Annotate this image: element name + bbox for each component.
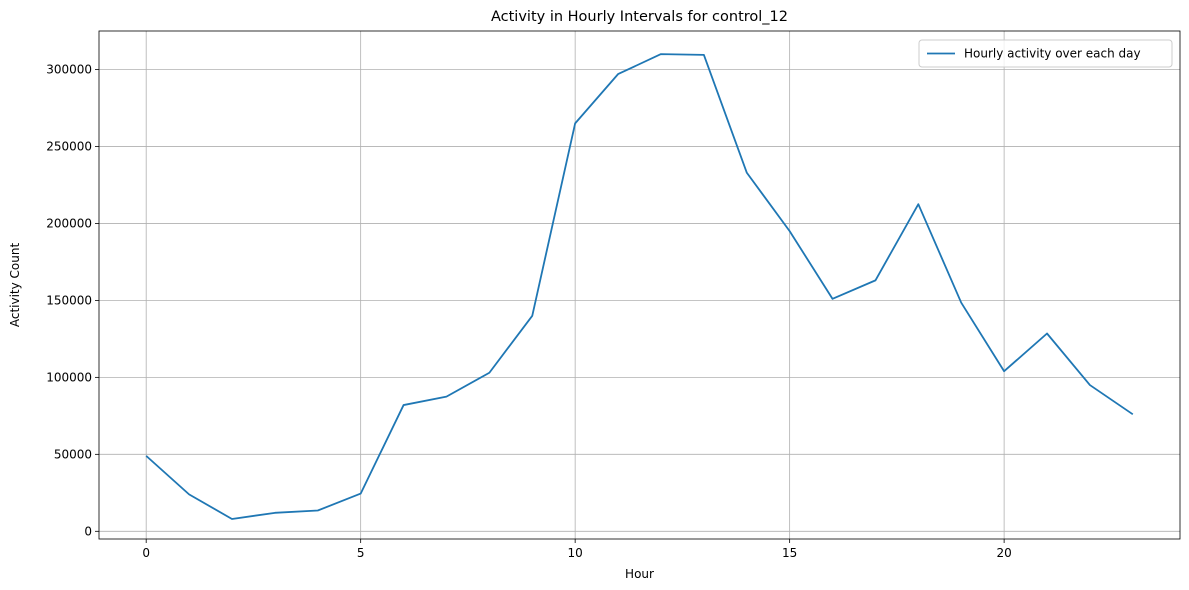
x-tick-label: 15: [782, 546, 797, 560]
y-tick-label: 0: [84, 524, 92, 538]
y-tick-label: 250000: [46, 139, 92, 153]
legend-label: Hourly activity over each day: [964, 47, 1141, 61]
y-axis-label: Activity Count: [8, 243, 22, 328]
legend-box: [918, 39, 1173, 68]
y-tick-label: 50000: [54, 447, 92, 461]
x-axis-label: Hour: [625, 567, 654, 581]
y-tick-label: 200000: [46, 216, 92, 230]
ticks: 0 5 10 15 20 0 50000 100000 150000 200000 250000 30…: [46, 62, 1012, 560]
x-tick-label: 0: [142, 546, 150, 560]
series-layer: [145, 53, 1134, 520]
y-tick-label: 150000: [46, 293, 92, 307]
series-line: [145, 53, 1134, 520]
y-tick-label: 300000: [46, 62, 92, 76]
x-tick-label: 10: [568, 546, 583, 560]
plot-frame: [98, 30, 1181, 540]
grid: [99, 31, 1180, 539]
x-tick-label: 5: [357, 546, 365, 560]
x-tick-label: 20: [996, 546, 1011, 560]
legend: Hourly activity over each day: [918, 39, 1173, 68]
chart-title: Activity in Hourly Intervals for control…: [491, 9, 788, 25]
y-tick-label: 100000: [46, 370, 92, 384]
